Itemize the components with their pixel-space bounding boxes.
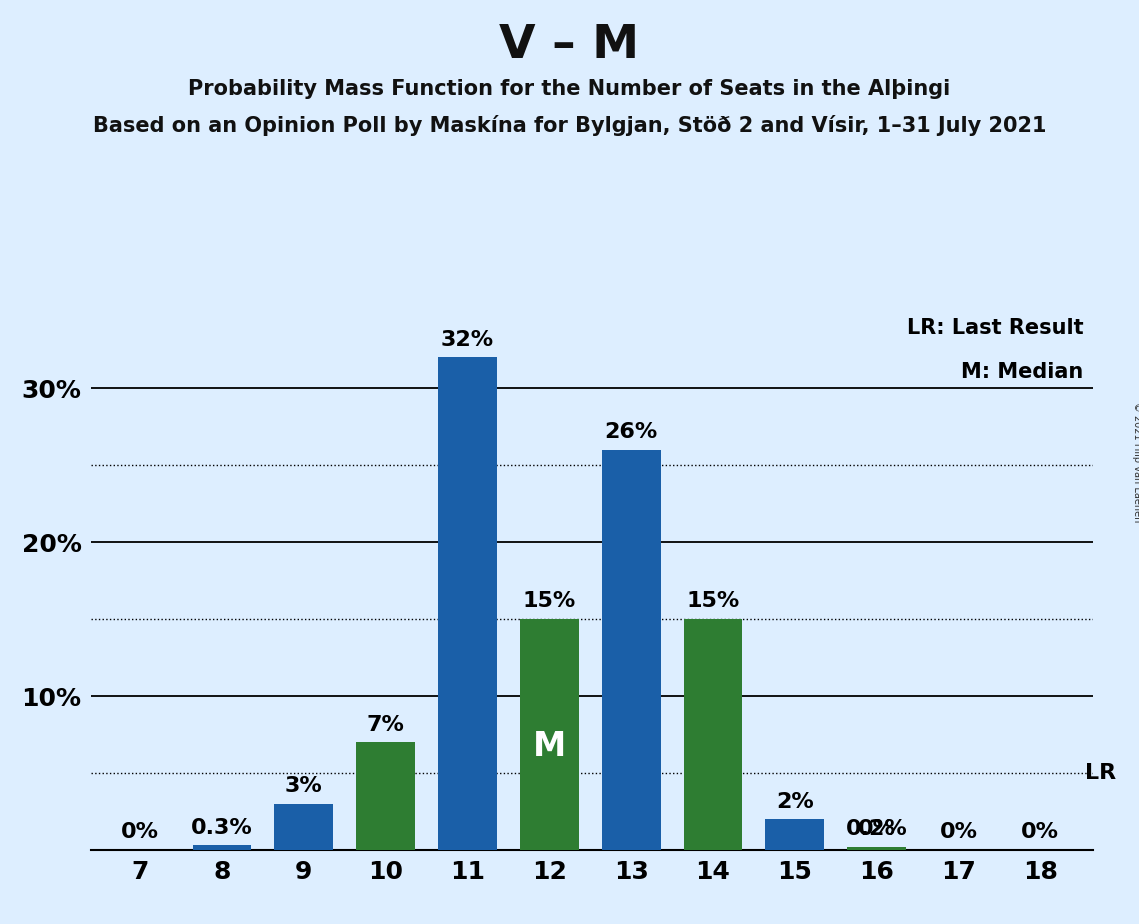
Bar [357, 742, 415, 850]
Text: 3%: 3% [285, 776, 322, 796]
Bar [439, 358, 497, 850]
Text: Based on an Opinion Poll by Maskína for Bylgjan, Stöð 2 and Vísir, 1–31 July 202: Based on an Opinion Poll by Maskína for … [92, 116, 1047, 137]
Bar [847, 847, 906, 850]
Text: V – M: V – M [499, 23, 640, 68]
Text: LR: LR [1085, 763, 1116, 783]
Bar [192, 845, 252, 850]
Text: 26%: 26% [605, 422, 657, 442]
Text: M: Median: M: Median [961, 362, 1083, 383]
Bar [274, 804, 334, 850]
Bar [765, 820, 825, 850]
Text: 0%: 0% [940, 822, 977, 843]
Text: 0.3%: 0.3% [191, 818, 253, 838]
Text: 7%: 7% [367, 714, 404, 735]
Bar [519, 619, 579, 850]
Text: M: M [533, 730, 566, 762]
Text: 0.2%: 0.2% [846, 820, 908, 839]
Text: 0%: 0% [1022, 822, 1059, 843]
Text: 15%: 15% [687, 591, 739, 612]
Bar [683, 619, 743, 850]
Text: 0%: 0% [858, 820, 895, 839]
Bar [601, 450, 661, 850]
Text: 0%: 0% [121, 822, 159, 843]
Text: Probability Mass Function for the Number of Seats in the Alþingi: Probability Mass Function for the Number… [188, 79, 951, 99]
Text: 15%: 15% [523, 591, 576, 612]
Text: 32%: 32% [441, 330, 494, 349]
Text: 2%: 2% [776, 792, 813, 811]
Text: © 2021 Filip van Laenen: © 2021 Filip van Laenen [1132, 402, 1139, 522]
Text: LR: Last Result: LR: Last Result [907, 318, 1083, 338]
